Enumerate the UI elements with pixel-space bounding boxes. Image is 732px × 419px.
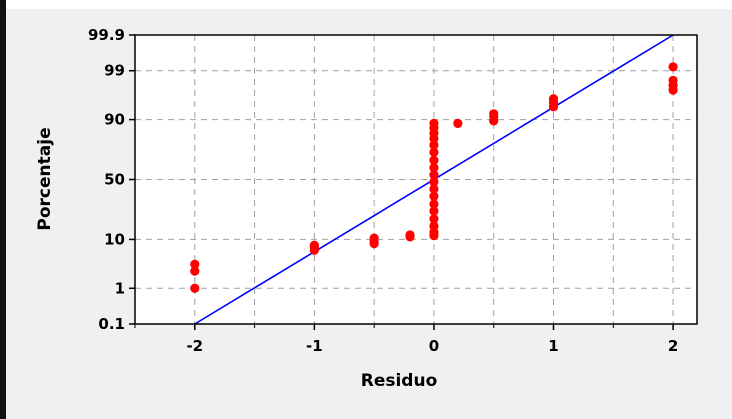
x-tick-label: -2: [186, 337, 203, 355]
x-tick-label: 2: [668, 337, 678, 355]
y-tick-label: 90: [104, 111, 125, 129]
data-point: [489, 109, 499, 119]
x-axis-title: Residuo: [361, 371, 438, 391]
y-tick-label: 0.1: [98, 315, 125, 333]
x-tick-label: 1: [548, 337, 558, 355]
data-point: [429, 140, 439, 150]
data-point: [429, 177, 439, 187]
data-point: [429, 184, 439, 194]
data-point: [429, 191, 439, 201]
data-point: [429, 163, 439, 173]
data-point: [429, 147, 439, 157]
axes: -2 -1 0 1 2 0.1 1 10 50 90 99 99.9: [88, 26, 678, 355]
y-axis-title: Porcentaje: [35, 127, 55, 230]
data-point: [429, 199, 439, 209]
data-point: [190, 259, 200, 269]
data-point: [668, 62, 678, 72]
y-tick-label: 1: [115, 279, 125, 297]
data-point: [190, 283, 200, 293]
points-layer: [190, 62, 678, 293]
x-tick-label: -1: [306, 337, 323, 355]
y-tick-label: 99.9: [88, 26, 125, 44]
data-point: [429, 214, 439, 224]
data-point: [429, 170, 439, 180]
data-point: [190, 266, 200, 276]
data-point: [429, 206, 439, 216]
y-tick-label: 99: [104, 62, 125, 80]
data-point: [405, 230, 415, 240]
data-point: [453, 118, 463, 128]
data-point: [429, 155, 439, 165]
data-point: [668, 75, 678, 85]
data-point: [369, 233, 379, 243]
data-point: [429, 118, 439, 128]
y-tick-label: 10: [104, 230, 125, 248]
left-border: [0, 0, 6, 419]
data-point: [309, 240, 319, 250]
top-strip: [6, 0, 732, 9]
data-point: [429, 221, 439, 231]
x-tick-label: 0: [429, 337, 439, 355]
data-point: [548, 94, 559, 104]
y-tick-label: 50: [104, 171, 125, 189]
